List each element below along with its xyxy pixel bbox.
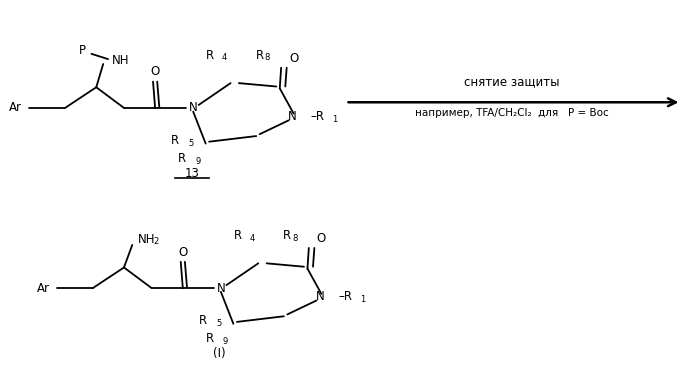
- Text: 1: 1: [332, 115, 338, 124]
- Text: 5: 5: [188, 139, 193, 148]
- Text: O: O: [178, 246, 188, 259]
- Text: (I): (I): [213, 347, 226, 360]
- Text: 8: 8: [292, 234, 297, 243]
- Text: N: N: [288, 110, 297, 123]
- Text: N: N: [189, 101, 198, 114]
- Text: снятие защиты: снятие защиты: [464, 75, 560, 88]
- Text: 13: 13: [184, 167, 199, 180]
- Text: 9: 9: [195, 157, 200, 166]
- Text: R: R: [206, 49, 214, 62]
- Text: 9: 9: [223, 337, 228, 346]
- Text: 2: 2: [154, 237, 159, 247]
- Text: R: R: [283, 229, 291, 242]
- Text: Ar: Ar: [9, 101, 22, 114]
- Text: R: R: [255, 49, 264, 62]
- Text: P: P: [79, 44, 86, 57]
- Text: N: N: [216, 282, 225, 295]
- Text: R: R: [178, 152, 186, 165]
- Text: O: O: [289, 52, 298, 65]
- Text: Ar: Ar: [37, 282, 50, 295]
- Text: 1: 1: [360, 295, 365, 304]
- Text: O: O: [151, 66, 160, 78]
- Text: –R: –R: [311, 110, 325, 123]
- Text: R: R: [206, 332, 214, 345]
- Text: 5: 5: [216, 319, 221, 328]
- Text: R: R: [234, 229, 242, 242]
- Text: R: R: [199, 314, 207, 327]
- Text: 4: 4: [221, 53, 227, 62]
- Text: –R: –R: [339, 290, 352, 303]
- Text: NH: NH: [112, 54, 130, 67]
- Text: 4: 4: [249, 234, 255, 243]
- Text: O: O: [317, 232, 326, 245]
- Text: N: N: [315, 290, 325, 303]
- Text: R: R: [171, 134, 179, 147]
- Text: например, TFA/CH₂Cl₂  для   P = Boc: например, TFA/CH₂Cl₂ для P = Boc: [415, 108, 609, 118]
- Text: 8: 8: [265, 53, 270, 62]
- Text: NH: NH: [138, 233, 155, 246]
